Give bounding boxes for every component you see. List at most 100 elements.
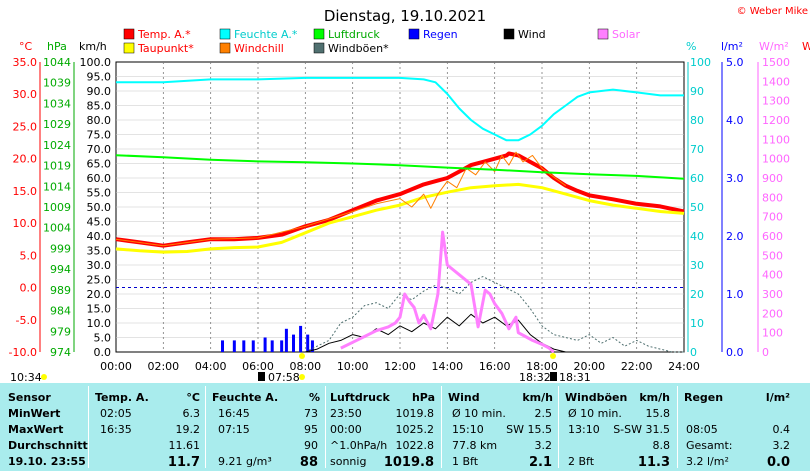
rain-tick: 3.0: [726, 172, 744, 185]
x-tick: 04:00: [195, 360, 227, 373]
sun-icon: [299, 374, 305, 380]
wind-tick: 80.0: [87, 114, 112, 127]
wind-tick: 55.0: [87, 187, 112, 200]
wind-tick: 70.0: [87, 143, 112, 156]
press-sub: 23:50: [330, 407, 362, 420]
rain-bar: [284, 328, 288, 352]
press-sub: 00:00: [330, 423, 362, 436]
rain-tick: 5.0: [726, 56, 744, 69]
legend-label: Windchill: [234, 42, 284, 55]
x-tick: 20:00: [573, 360, 605, 373]
row-label: Durchschnitt: [8, 439, 88, 452]
x-tick: 08:00: [289, 360, 321, 373]
solar-tick: 600: [762, 230, 783, 243]
press-tick: 1029: [43, 118, 71, 131]
legend-swatch: [219, 28, 231, 40]
press-tick: 999: [50, 242, 71, 255]
humid-tick: 40: [690, 230, 704, 243]
chart-title: Dienstag, 19.10.2021: [324, 7, 486, 25]
solar-tick: 800: [762, 191, 783, 204]
solar-tick: 500: [762, 249, 783, 262]
press-tick: 979: [50, 325, 71, 338]
wind-tick: 0.0: [94, 346, 112, 359]
wind-tick: 35.0: [87, 245, 112, 258]
rain-unit: l/m²: [721, 40, 743, 53]
wind-tick: 5.0: [94, 332, 112, 345]
solar-tick: 1300: [762, 95, 790, 108]
gust-header: Windböen: [565, 391, 628, 404]
solar-tick: 1400: [762, 75, 790, 88]
legend-swatch: [313, 42, 325, 54]
press-sub: sonnig: [330, 455, 367, 468]
gust-unit-header: km/h: [639, 391, 670, 404]
wind-tick: 85.0: [87, 100, 112, 113]
x-tick: 00:00: [100, 360, 132, 373]
rain-value: 0.4: [772, 423, 791, 436]
wind-tick: 100.0: [80, 56, 112, 69]
sunrise-time: 07:58: [268, 371, 300, 383]
rain-tick: 1.0: [726, 288, 744, 301]
temp-value: 6.3: [182, 407, 201, 420]
humid-value: 73: [304, 407, 318, 420]
temp-tick: 10.0: [13, 217, 38, 230]
temp-header: Temp. A.: [95, 391, 149, 404]
wind-sub: 77.8 km: [452, 439, 498, 452]
legend-swatch: [408, 28, 420, 40]
x-tick: 16:00: [479, 360, 511, 373]
column-separator: [325, 386, 326, 468]
press-tick: 974: [50, 346, 71, 359]
solar-tick: 0: [762, 346, 769, 359]
wind-value: 3.2: [534, 439, 553, 452]
temp-tick: -10.0: [9, 346, 37, 359]
gust-sub: 13:10: [568, 423, 600, 436]
humid-header: Feuchte A.: [212, 391, 279, 404]
x-tick: 12:00: [384, 360, 416, 373]
press-tick: 1044: [43, 56, 71, 69]
solar-tick: 400: [762, 269, 783, 282]
x-tick: 10:00: [337, 360, 369, 373]
legend-swatch: [313, 28, 325, 40]
wind-tick: 20.0: [87, 288, 112, 301]
press-tick: 994: [50, 263, 71, 276]
temp-tick: 30.0: [13, 88, 38, 101]
gust-value: 8.8: [652, 439, 671, 452]
rain-bar: [242, 340, 246, 352]
gust-value: 15.8: [645, 407, 671, 420]
temp-unit: °C: [19, 40, 33, 53]
series-line: [115, 154, 685, 180]
wind-unit-header: km/h: [522, 391, 553, 404]
humid-unit: %: [686, 40, 696, 53]
wind-tick: 75.0: [87, 129, 112, 142]
solar-tick: 1200: [762, 114, 790, 127]
x-tick: 02:00: [147, 360, 179, 373]
legend-label: Wind: [518, 28, 546, 41]
gust-sub: 2 Bft: [568, 455, 595, 468]
temp-tick: 20.0: [13, 153, 38, 166]
temp-tick: 0.0: [20, 282, 38, 295]
row-label: MinWert: [8, 407, 61, 420]
press-value: 1025.2: [395, 423, 435, 436]
humid-tick: 10: [690, 317, 704, 330]
gust-sub: Ø 10 min.: [568, 407, 622, 420]
x-tick: 14:00: [431, 360, 463, 373]
rain-bar: [221, 340, 224, 352]
sunset-icon: [550, 372, 557, 381]
x-tick: 06:00: [242, 360, 274, 373]
series-line: [116, 76, 684, 142]
rain-tick: 0.0: [726, 346, 744, 359]
legend-swatch: [123, 42, 135, 54]
stats-table: Sensor Temp. A. °C Feuchte A.% Luftdruck hPa W…: [0, 383, 810, 471]
press-tick: 984: [50, 305, 71, 318]
sun-marker: [550, 353, 556, 359]
solar-tick: 900: [762, 172, 783, 185]
press-value: 1019.8: [383, 455, 434, 470]
press-tick: 1024: [43, 139, 71, 152]
humid-value: 88: [299, 455, 318, 470]
wind-value: SW 15.5: [506, 423, 552, 436]
sensor-header: Sensor: [8, 391, 51, 404]
wind-sub: 1 Bft: [452, 455, 479, 468]
legend-swatch: [219, 42, 231, 54]
solar-tick: 300: [762, 288, 783, 301]
humid-tick: 30: [690, 259, 704, 272]
solar-tick: 1000: [762, 153, 790, 166]
